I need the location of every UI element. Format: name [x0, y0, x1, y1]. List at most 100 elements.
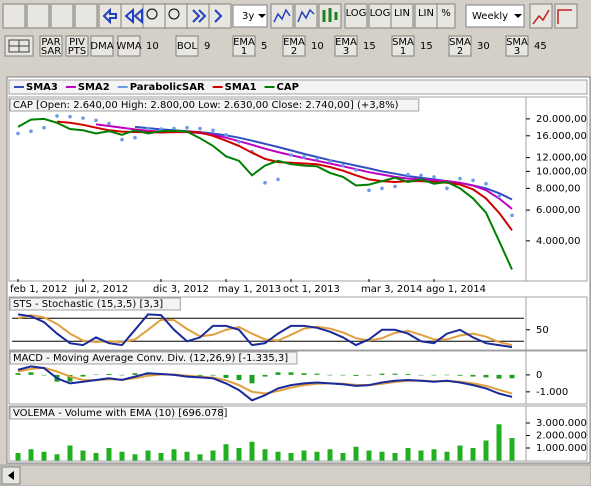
- sar-dot: [68, 114, 72, 119]
- interval-dropdown[interactable]: [465, 4, 525, 28]
- indicator-button[interactable]: [117, 35, 141, 57]
- sar-dot: [42, 125, 46, 130]
- indicator-value: 45: [534, 41, 547, 52]
- panel-title-bg: [9, 351, 298, 365]
- bar: [509, 374, 515, 379]
- bar: [327, 449, 333, 461]
- bar: [132, 454, 138, 461]
- sar-dot: [393, 184, 397, 189]
- bar: [80, 450, 86, 461]
- sar-dot: [328, 159, 332, 164]
- y-tick-label: 2.000.000: [536, 431, 587, 442]
- scale-button[interactable]: [344, 3, 368, 29]
- y-tick-label: 20.000,00: [536, 114, 587, 125]
- indicator-button[interactable]: [391, 35, 415, 57]
- sar-dot: [380, 186, 384, 191]
- bar: [470, 448, 476, 461]
- bar: [158, 453, 164, 461]
- icon-button[interactable]: [142, 3, 166, 29]
- bar: [106, 448, 112, 461]
- dropdown-arrow: [258, 14, 266, 18]
- scrollbar[interactable]: [0, 464, 591, 486]
- icon-button[interactable]: [270, 3, 294, 29]
- indicator-button[interactable]: [505, 35, 529, 57]
- sar-dot: [406, 172, 410, 177]
- y-tick-label: 4.000,00: [536, 236, 581, 247]
- bar: [496, 424, 502, 461]
- bar: [457, 374, 463, 376]
- bar: [93, 453, 99, 461]
- sar-dot: [146, 126, 150, 131]
- icon-button[interactable]: [98, 3, 122, 29]
- x-tick-label: ago 1, 2014: [426, 284, 486, 295]
- indicator-value: 30: [477, 41, 490, 52]
- bar: [223, 444, 229, 461]
- bar: [184, 451, 190, 461]
- x-tick-label: jul 2, 2012: [74, 284, 128, 295]
- series-line: [17, 117, 513, 270]
- y-tick-label: 3.000.000: [536, 418, 587, 429]
- icon-button[interactable]: [164, 3, 188, 29]
- indicator-button[interactable]: [175, 35, 199, 57]
- scale-button-label: LOG: [370, 8, 391, 19]
- icon-button[interactable]: [2, 3, 26, 29]
- indicator-button[interactable]: [90, 35, 114, 57]
- indicator-button[interactable]: [282, 35, 306, 57]
- sar-dot: [302, 155, 306, 159]
- indicator-label: SMA: [392, 37, 414, 48]
- indicator-button[interactable]: [65, 35, 89, 57]
- sar-dot: [211, 128, 215, 133]
- sar-dot: [315, 157, 319, 161]
- indicator-label: 3: [343, 46, 349, 57]
- x-tick-label: dic 3, 2012: [153, 284, 209, 295]
- bar: [145, 450, 151, 461]
- bar: [405, 374, 411, 375]
- bar: [275, 372, 281, 375]
- bar: [314, 373, 320, 375]
- y-tick-label: 6.000,00: [536, 205, 581, 216]
- sar-dot: [224, 133, 228, 137]
- bar: [379, 373, 385, 375]
- icon-glyph: [532, 9, 572, 25]
- icon-button[interactable]: [294, 3, 318, 29]
- sar-dot: [120, 137, 124, 142]
- indicator-button[interactable]: [39, 35, 63, 57]
- y-tick-label: 16.000,00: [536, 131, 587, 142]
- bar: [210, 450, 216, 461]
- sar-dot: [237, 139, 241, 144]
- bar: [366, 374, 372, 376]
- scale-button[interactable]: [390, 3, 414, 29]
- indicator-button[interactable]: [334, 35, 358, 57]
- scale-button[interactable]: [436, 3, 456, 29]
- zoom-glyph: [168, 8, 180, 20]
- bar: [197, 454, 203, 461]
- scale-button-label: LIN: [418, 8, 434, 19]
- bar: [67, 374, 73, 382]
- legend-label: SMA2: [78, 82, 110, 93]
- indicator-button[interactable]: [232, 35, 256, 57]
- series-line: [17, 365, 513, 402]
- icon-button[interactable]: [74, 3, 98, 29]
- indicator-label: WMA: [116, 41, 142, 52]
- icon-button[interactable]: [26, 3, 50, 29]
- icon-button[interactable]: [529, 3, 553, 29]
- sar-dot: [16, 131, 20, 136]
- bar: [431, 449, 437, 461]
- x-tick-label: may 1, 2013: [218, 284, 281, 295]
- bar: [119, 374, 125, 376]
- bar: [41, 451, 47, 461]
- bar: [314, 451, 320, 461]
- indicator-label: EMA: [335, 37, 357, 48]
- bar: [119, 451, 125, 461]
- indicator-label: 1: [400, 46, 406, 57]
- sar-dot: [432, 175, 436, 179]
- indicator-value: 15: [420, 41, 433, 52]
- period-dropdown[interactable]: [232, 4, 268, 28]
- x-tick-label: feb 1, 2012: [10, 284, 67, 295]
- indicator-button[interactable]: [448, 35, 472, 57]
- bar: [236, 374, 242, 380]
- indicator-label: PAR: [41, 37, 60, 48]
- sar-dot: [445, 186, 449, 191]
- icon-button[interactable]: [50, 3, 74, 29]
- icon-glyph: [8, 39, 30, 53]
